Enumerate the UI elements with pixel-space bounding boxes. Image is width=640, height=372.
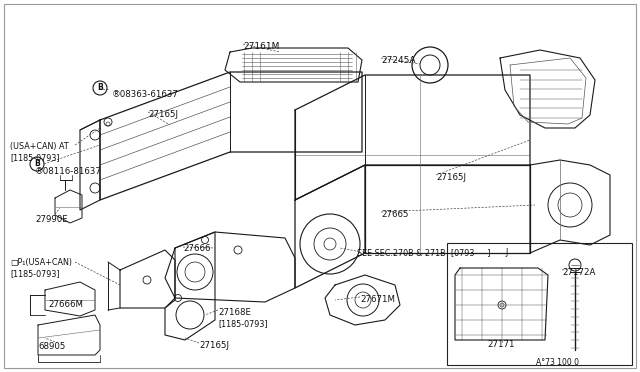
- Text: (USA+CAN) AT: (USA+CAN) AT: [10, 142, 68, 151]
- Text: 27671M: 27671M: [360, 295, 395, 304]
- Text: 27161M: 27161M: [243, 42, 280, 51]
- Bar: [447, 243, 632, 365]
- Text: 27171: 27171: [487, 340, 515, 349]
- Text: [0793-    ]: [0793- ]: [451, 248, 490, 257]
- Text: 68905: 68905: [38, 342, 65, 351]
- Text: ®08116-81637: ®08116-81637: [35, 167, 102, 176]
- Text: 27165J: 27165J: [436, 173, 466, 182]
- Text: A°73 100 0: A°73 100 0: [536, 358, 579, 367]
- Text: 27990E: 27990E: [35, 215, 68, 224]
- Text: [1185-0793]: [1185-0793]: [218, 319, 268, 328]
- Text: [1185-0793]: [1185-0793]: [10, 153, 60, 162]
- Text: 27666: 27666: [183, 244, 211, 253]
- Text: 27666M: 27666M: [48, 300, 83, 309]
- Text: 27172A: 27172A: [562, 268, 595, 277]
- Text: B: B: [34, 160, 40, 169]
- Text: 27245A: 27245A: [381, 56, 415, 65]
- Text: [1185-0793]: [1185-0793]: [10, 269, 60, 278]
- Text: J: J: [505, 248, 508, 257]
- Text: 27165J: 27165J: [148, 110, 178, 119]
- Text: 27665: 27665: [381, 210, 408, 219]
- Text: B: B: [97, 83, 103, 93]
- Text: □P₁(USA+CAN): □P₁(USA+CAN): [10, 258, 72, 267]
- Text: 27168E: 27168E: [218, 308, 251, 317]
- Text: SEE SEC.270B & 271B: SEE SEC.270B & 271B: [357, 249, 445, 258]
- Text: ®08363-61637: ®08363-61637: [112, 90, 179, 99]
- Text: 27165J: 27165J: [199, 341, 229, 350]
